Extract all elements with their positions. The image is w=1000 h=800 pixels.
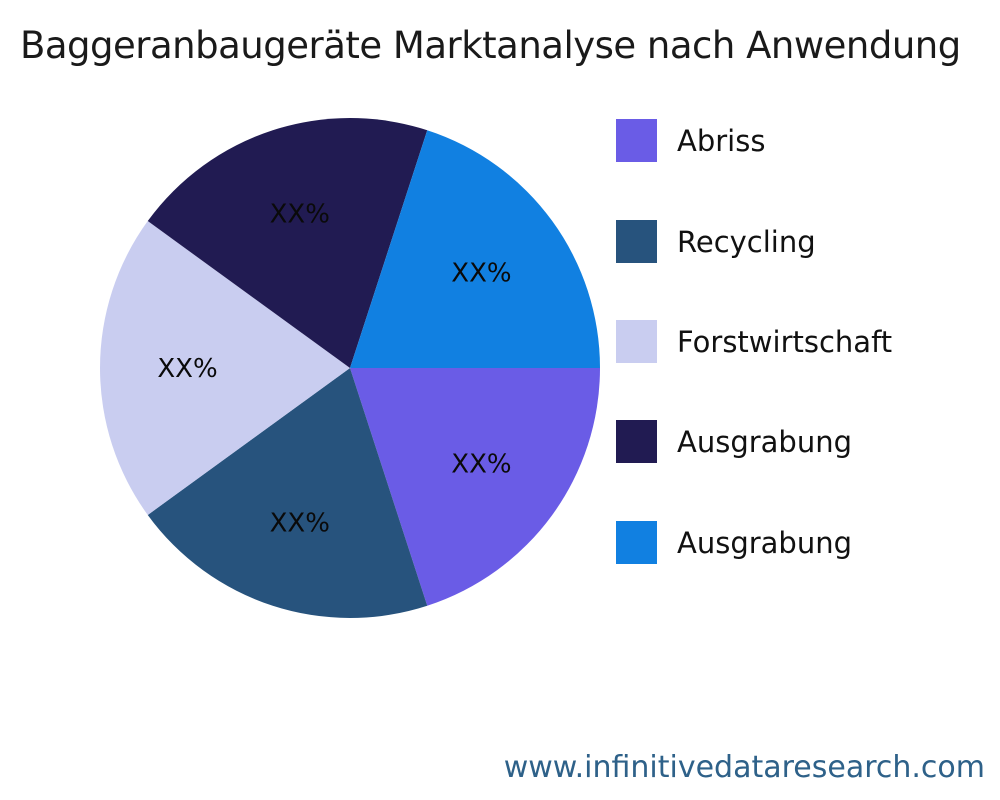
legend-label: Forstwirtschaft bbox=[677, 324, 893, 359]
pie-slice-4-ausgrabung bbox=[147, 118, 428, 368]
chart-title: Baggeranbaugeräte Marktanalyse nach Anwe… bbox=[20, 24, 961, 67]
legend-item-recycling: Recycling bbox=[616, 220, 816, 263]
pie-slice-5-ausgrabung bbox=[350, 130, 600, 368]
legend-item-forstwirtschaft: Forstwirtschaft bbox=[616, 320, 892, 363]
pie-slice-2-recycling bbox=[147, 368, 428, 618]
pie-slice-value-label: XX% bbox=[270, 199, 330, 229]
legend-item-ausgrabung-dark: Ausgrabung bbox=[616, 420, 852, 463]
legend-swatch-forstwirtschaft bbox=[616, 320, 657, 363]
legend-swatch-recycling bbox=[616, 220, 657, 263]
legend-label: Ausgrabung bbox=[677, 424, 853, 459]
pie-slice-value-label: XX% bbox=[270, 509, 330, 539]
pie-slice-value-label: XX% bbox=[451, 450, 511, 480]
legend-label: Ausgrabung bbox=[677, 525, 853, 560]
pie-slice-value-label: XX% bbox=[451, 258, 511, 288]
legend-swatch-abriss bbox=[616, 119, 657, 162]
legend-label: Recycling bbox=[677, 224, 816, 259]
pie-slice-3-forstwirtschaft bbox=[100, 221, 350, 515]
legend-swatch-ausgrabung-dark bbox=[616, 420, 657, 463]
legend-item-ausgrabung-blue: Ausgrabung bbox=[616, 521, 852, 564]
pie-slice-1-abriss bbox=[350, 368, 600, 606]
website-watermark: www.infinitivedataresearch.com bbox=[503, 750, 985, 785]
legend-swatch-ausgrabung-blue bbox=[616, 521, 657, 564]
legend-label: Abriss bbox=[677, 123, 766, 158]
pie-slice-value-label: XX% bbox=[157, 354, 217, 384]
legend-item-abriss: Abriss bbox=[616, 119, 765, 162]
